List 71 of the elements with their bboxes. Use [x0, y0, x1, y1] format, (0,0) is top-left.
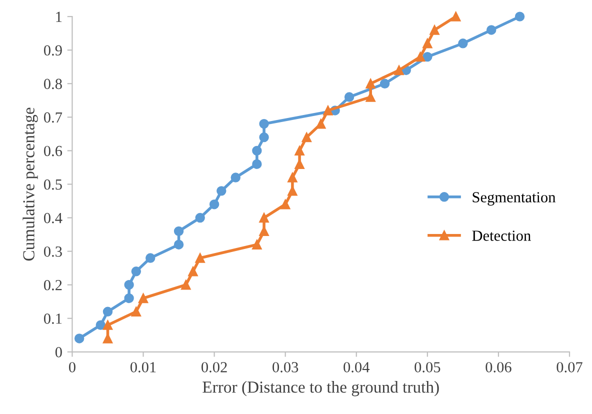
x-tick-label: 0.05 — [414, 362, 440, 372]
y-tick-label: 0.7 — [44, 112, 62, 123]
point — [259, 119, 269, 129]
x-tick-label: 0.07 — [556, 362, 582, 372]
point — [74, 334, 84, 344]
point — [323, 106, 333, 116]
y-tick-label: 0.5 — [44, 179, 62, 190]
y-tick-label: 0.1 — [44, 314, 62, 324]
point — [294, 159, 304, 169]
point — [430, 25, 440, 35]
point — [195, 212, 205, 223]
y-tick-label: 0.3 — [44, 246, 62, 257]
point — [366, 92, 376, 102]
point — [195, 253, 205, 263]
point — [458, 38, 468, 48]
x-tick-label: 0.06 — [486, 362, 512, 372]
y-tick-label: 0 — [55, 347, 62, 358]
x-tick-label: 0.03 — [272, 362, 298, 372]
point — [422, 38, 432, 48]
point — [514, 12, 525, 22]
point — [209, 199, 220, 210]
point — [230, 172, 240, 182]
point — [280, 199, 290, 210]
point — [288, 172, 298, 182]
point — [422, 52, 432, 62]
point — [394, 65, 404, 76]
point — [131, 266, 142, 276]
point — [288, 186, 298, 196]
point — [294, 146, 304, 156]
point — [380, 78, 390, 88]
point — [174, 240, 184, 250]
y-tick-label: 1 — [56, 12, 62, 22]
y-tick-label: 0.2 — [44, 280, 62, 290]
point — [252, 159, 262, 169]
x-tick-label: 0.04 — [344, 362, 370, 372]
point — [216, 186, 226, 196]
point — [344, 92, 354, 102]
point — [124, 280, 134, 290]
point — [302, 132, 312, 142]
point — [181, 280, 191, 290]
y-axis-title: Cumulative percentage — [22, 108, 38, 261]
x-tick-label: 0.01 — [130, 362, 156, 372]
point — [174, 226, 184, 236]
point — [252, 146, 262, 156]
point — [146, 253, 156, 263]
point — [131, 306, 142, 317]
point — [138, 293, 148, 304]
point — [450, 12, 461, 22]
point — [259, 212, 269, 223]
point — [102, 306, 113, 317]
x-tick-label: 0 — [68, 362, 76, 372]
legend-label: Detection — [472, 230, 531, 241]
point — [259, 132, 269, 142]
legend-label: Segmentation — [472, 192, 556, 206]
point — [96, 320, 106, 330]
point — [102, 320, 113, 330]
point — [102, 334, 113, 344]
point — [188, 266, 198, 276]
y-tick-label: 0.9 — [44, 45, 62, 56]
point — [486, 25, 496, 35]
y-tick-label: 0.8 — [44, 78, 62, 90]
y-tick-label: 0.6 — [44, 146, 62, 156]
point — [366, 78, 376, 88]
y-tick-label: 0.4 — [44, 212, 62, 224]
point — [316, 119, 326, 129]
point — [415, 52, 426, 62]
point — [259, 226, 269, 236]
x-tick-label: 0.02 — [202, 362, 227, 372]
x-axis-title: Error (Distance to the ground truth) — [202, 381, 439, 396]
point — [124, 293, 134, 304]
point — [252, 240, 262, 250]
